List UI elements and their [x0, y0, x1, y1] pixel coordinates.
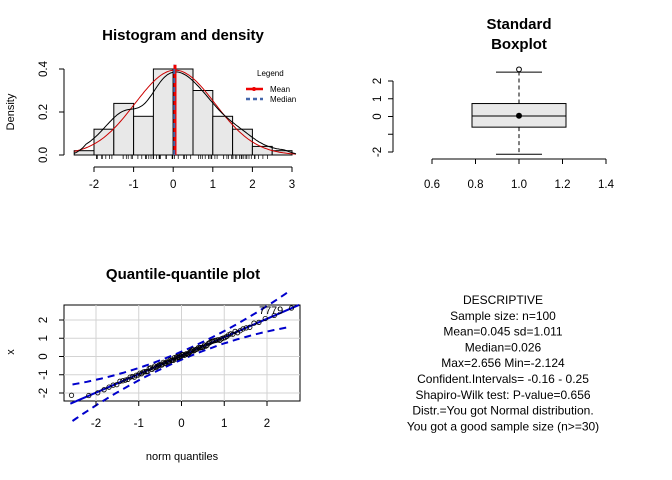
- rug-ticks: [96, 155, 268, 159]
- qq-x-tick-label-3: 1: [221, 418, 227, 430]
- descriptive-line-8: You got a good sample size (n>=30): [407, 419, 599, 433]
- qq-point-87: [228, 331, 234, 337]
- qq-panel: Quantile-quantile plot x norm quantiles …: [5, 266, 301, 463]
- descriptive-line-0: DESCRIPTIVE: [463, 293, 543, 307]
- qq-point-29: [155, 362, 162, 369]
- qq-point-1: [86, 392, 92, 399]
- normal-density-curve: [74, 69, 297, 155]
- qq-marks: 77 79 -2 -2 -1 -1 0 0 1 1 2 2: [38, 290, 301, 430]
- histogram-curves: [73, 64, 297, 159]
- legend-entry-median: Median: [270, 95, 296, 104]
- boxplot-x-tick-label-3: 1.2: [555, 179, 571, 191]
- descriptive-line-6: Shapiro-Wilk test: P-value=0.656: [415, 388, 590, 402]
- histogram-bar-8: [232, 128, 253, 156]
- qq-point-3: [101, 387, 107, 393]
- qq-point-59: [189, 348, 195, 354]
- histogram-y-label: Density: [5, 93, 17, 130]
- histogram-x-tick-label-2: 0: [170, 179, 176, 191]
- qq-point-8: [120, 378, 126, 384]
- histogram-y-tick-label-1: 0.2: [38, 104, 50, 120]
- qq-x-tick-label-2: 0: [178, 418, 184, 430]
- qq-point-9: [122, 377, 129, 383]
- boxplot-panel: Standard Boxplot 0.6 0.8 1.0 1.2 1.4 -2 0 1 2: [372, 16, 615, 191]
- boxplot-mean-point: [516, 112, 522, 119]
- descriptive-line-1: Sample size: n=100: [450, 309, 556, 323]
- histogram-x-tick-label-0: -2: [89, 179, 99, 191]
- histogram-panel: Histogram and density Density -2 -1 0 1 2 3 0.…: [5, 27, 296, 191]
- histogram-bar-9: [251, 145, 273, 156]
- legend-mean-marker: [252, 87, 256, 91]
- qq-lower-band: [71, 326, 289, 422]
- boxplot-y-tick-label-2: 1: [372, 96, 384, 102]
- histogram-bars: [73, 68, 293, 156]
- boxplot-x-tick-label-2: 1.0: [511, 179, 527, 191]
- qq-upper-band: [72, 290, 289, 386]
- qq-point-96: [256, 319, 262, 325]
- legend-entry-mean: Mean: [270, 85, 290, 94]
- descriptive-line-2: Mean=0.045 sd=1.011: [443, 325, 563, 339]
- qq-y-tick-label-4: 2: [38, 317, 50, 323]
- qq-point-99: [288, 305, 295, 311]
- kernel-density-curve: [73, 71, 297, 155]
- boxplot-x-tick-label-1: 0.8: [468, 179, 484, 191]
- qq-y-label: x: [5, 349, 17, 355]
- qq-x-tick-label-0: -2: [91, 418, 101, 430]
- qq-point-97: [262, 315, 268, 322]
- histogram-x-tick-label-5: 3: [289, 179, 295, 191]
- histogram-bar-3: [133, 115, 154, 156]
- qq-title: Quantile-quantile plot: [106, 266, 260, 283]
- descriptive-line-7: Distr.=You got Normal distribution.: [412, 404, 593, 418]
- boxplot-title-line-1: Standard: [486, 16, 551, 33]
- boxplot-x-tick-label-0: 0.6: [424, 179, 440, 191]
- qq-y-tick-label-3: 1: [38, 335, 50, 341]
- histogram-title: Histogram and density: [102, 27, 264, 44]
- qq-y-tick-label-0: -2: [38, 388, 50, 398]
- histogram-x-tick-label-4: 2: [249, 179, 255, 191]
- boxplot-y-tick-label-3: 2: [372, 78, 384, 84]
- boxplot-x-tick-label-4: 1.4: [598, 179, 615, 191]
- histogram-axes: -2 -1 0 1 2 3 0.0 0.2 0.4: [38, 60, 295, 191]
- qq-point-2: [95, 390, 101, 396]
- descriptive-line-5: Confident.Intervals= -0.16 - 0.25: [417, 372, 589, 386]
- qq-x-tick-label-1: -1: [134, 418, 144, 430]
- descriptive-line-4: Max=2.656 Min=-2.124: [441, 356, 565, 370]
- qq-point-4: [106, 384, 112, 390]
- qq-point-5: [110, 382, 116, 388]
- boxplot-y-tick-label-1: 0: [372, 113, 384, 119]
- qq-point-26: [152, 363, 158, 369]
- qq-point-53: [182, 352, 188, 358]
- histogram-bar-4: [152, 68, 174, 156]
- boxplot-y-tick-label-0: -2: [372, 147, 384, 157]
- histogram-legend: Legend Mean Median: [246, 69, 296, 104]
- histogram-y-tick-label-0: 0.0: [38, 147, 50, 163]
- qq-point-92: [240, 326, 246, 332]
- qq-point-98: [271, 312, 277, 319]
- qq-point-71: [203, 343, 209, 349]
- qq-point-93: [243, 325, 249, 331]
- boxplot-outlier-0: [516, 66, 522, 73]
- qq-point-94: [247, 324, 253, 330]
- qq-y-tick-label-1: -1: [38, 370, 50, 380]
- histogram-x-tick-label-1: -1: [128, 179, 138, 191]
- descriptive-line-3: Median=0.026: [465, 340, 542, 354]
- legend-title: Legend: [257, 69, 284, 78]
- boxplot-title-line-2: Boxplot: [491, 36, 547, 53]
- qq-x-tick-label-4: 2: [264, 418, 270, 430]
- histogram-y-tick-label-2: 0.4: [38, 60, 50, 77]
- qq-point-0: [68, 392, 75, 398]
- descriptive-text-block: DESCRIPTIVE Sample size: n=100 Mean=0.045 …: [407, 293, 599, 433]
- qq-point-95: [251, 320, 257, 326]
- boxplot-marks: 0.6 0.8 1.0 1.2 1.4 -2 0 1 2: [372, 66, 615, 191]
- qq-point-74: [207, 340, 213, 346]
- qq-x-label: norm quantiles: [146, 451, 219, 463]
- qq-annotation-77: 77: [259, 305, 271, 317]
- qq-point-7: [117, 378, 123, 384]
- qq-y-tick-label-2: 0: [38, 353, 50, 359]
- qq-point-21: [145, 368, 151, 374]
- histogram-x-tick-label-3: 1: [210, 179, 216, 191]
- qq-annotation-79: 79: [271, 305, 283, 317]
- qq-point-6: [114, 382, 120, 388]
